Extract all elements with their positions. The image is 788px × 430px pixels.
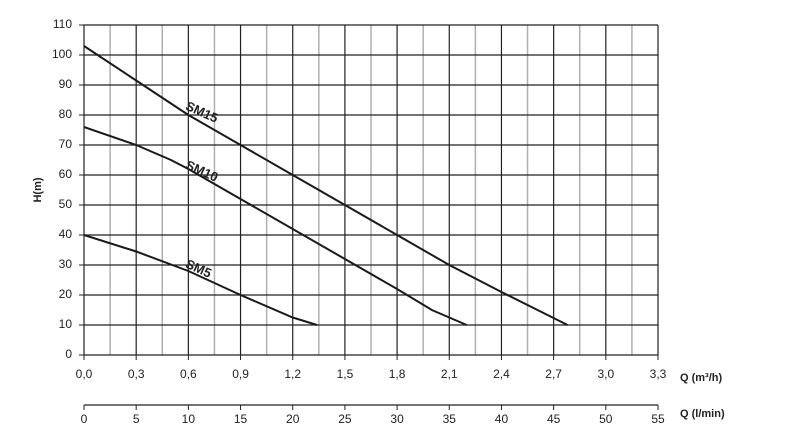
x2-tick-label: 40 (495, 412, 509, 426)
x-tick-label: 0,0 (76, 367, 93, 381)
y-tick-label: 30 (59, 257, 73, 271)
curve (83, 234, 318, 326)
y-tick-label: 40 (59, 227, 73, 241)
x2-tick-label: 35 (443, 412, 457, 426)
y-tick-label: 80 (59, 107, 73, 121)
y-tick-label: 90 (59, 77, 73, 91)
y-tick-label: 70 (59, 137, 73, 151)
x-tick-label: 0,9 (232, 367, 249, 381)
x2-tick-label: 15 (234, 412, 248, 426)
x2-tick-label: 55 (651, 412, 665, 426)
x-tick-label: 1,8 (389, 367, 406, 381)
y-tick-label: 60 (59, 167, 73, 181)
x-tick-label: 1,2 (284, 367, 301, 381)
x2-tick-label: 0 (81, 412, 88, 426)
x-axis-title: Q (m³/h) (680, 372, 722, 384)
x2-tick-label: 5 (133, 412, 140, 426)
x2-tick-label: 30 (390, 412, 404, 426)
x2-tick-label: 10 (182, 412, 196, 426)
curve (83, 45, 568, 326)
y-axis-title: H(m) (32, 177, 44, 202)
x-tick-label: 2,7 (545, 367, 562, 381)
y-tick-label: 0 (65, 347, 72, 361)
x-tick-label: 3,0 (597, 367, 614, 381)
x-tick-label: 0,3 (128, 367, 145, 381)
curve (83, 126, 468, 326)
y-tick-label: 10 (59, 317, 73, 331)
x-tick-label: 3,3 (650, 367, 667, 381)
x2-tick-label: 50 (599, 412, 613, 426)
y-tick-label: 50 (59, 197, 73, 211)
y-tick-label: 100 (52, 47, 72, 61)
x-tick-label: 2,4 (493, 367, 510, 381)
y-tick-label: 110 (53, 17, 72, 31)
x2-axis-title: Q (l/min) (680, 408, 725, 420)
x2-tick-label: 45 (547, 412, 561, 426)
x-tick-label: 1,5 (337, 367, 354, 381)
y-tick-label: 20 (59, 287, 73, 301)
x2-tick-label: 20 (286, 412, 300, 426)
x-tick-label: 2,1 (441, 367, 458, 381)
x-tick-label: 0,6 (180, 367, 197, 381)
x2-tick-label: 25 (338, 412, 352, 426)
